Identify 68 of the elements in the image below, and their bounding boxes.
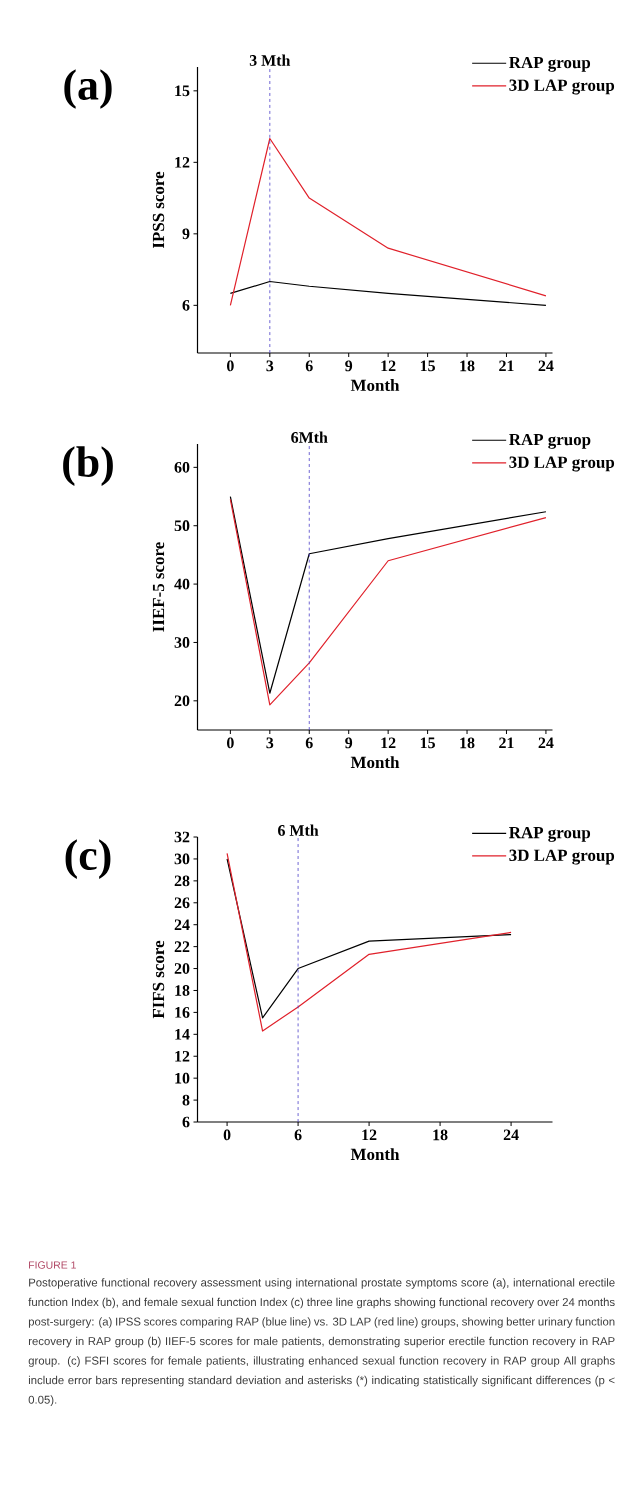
x-tick-label: 24 <box>538 360 554 372</box>
y-tick-label: 18 <box>175 985 190 996</box>
ref-line-label: 6 Mth <box>278 824 319 836</box>
x-tick-label: 12 <box>362 1129 377 1141</box>
y-tick-label: 6 <box>182 299 190 311</box>
text: Postoperative functional recovery assessment using international prostate symptoms score (a), international erectile function Index (b), and female sexual function Index (c) three line graphs showing functional recovery over 24 months post-surgery: (a) IPSS scores comparing RAP (blue line) vs. 3D LAP (red line) groups, showing better urinary function recovery in RAP group (b) IIEF-5 scores for male patients, demonstrating superior erectile function recovery in RAP group. (c) FSFI scores for female patients, illustrating enhanced sexual function recovery in RAP group All graphs include error bars representing standard deviation and asterisks (*) indicating statistically significant differences (p < 0.05). <box>28 1278 615 1406</box>
legend-label: 3D LAP group <box>509 456 615 472</box>
ref-line-label: 3 Mth <box>249 54 291 66</box>
x-tick-label: 6 <box>305 360 313 372</box>
y-tick-label: 8 <box>182 1094 190 1106</box>
x-tick-label: 18 <box>433 1129 448 1141</box>
y-axis-title: FIFS score <box>152 940 165 1019</box>
y-tick-label: 12 <box>175 1050 190 1062</box>
y-tick-label: 16 <box>175 1007 190 1018</box>
x-tick-label: 0 <box>227 360 234 372</box>
y-axis-title: IIEF-5 score <box>152 542 165 632</box>
y-tick-label: 24 <box>174 919 190 930</box>
y-tick-label: 30 <box>174 853 190 865</box>
legend-label: RAP group <box>509 56 591 72</box>
y-tick-label: 40 <box>174 578 190 590</box>
x-tick-label: 6 <box>294 1129 302 1141</box>
x-tick-label: 0 <box>227 737 234 749</box>
x-tick-label: 15 <box>420 737 435 749</box>
y-tick-label: 28 <box>174 875 190 887</box>
y-tick-label: 22 <box>174 941 190 952</box>
text: (a) <box>64 69 112 109</box>
legend-label: RAP gruop <box>509 433 591 449</box>
x-axis-title: Month <box>350 756 400 769</box>
text: (b) <box>63 446 113 486</box>
x-tick-label: 24 <box>503 1129 519 1141</box>
y-tick-label: 10 <box>175 1072 190 1084</box>
caption: FIGURE 1 <box>29 1261 76 1269</box>
x-axis-title: Month <box>350 379 400 392</box>
y-tick-label: 60 <box>174 461 190 473</box>
x-tick-label: 12 <box>381 360 396 372</box>
legend-label: 3D LAP group <box>509 849 615 865</box>
x-tick-label: 6 <box>305 737 313 749</box>
ref-line-label: 6Mth <box>291 431 328 443</box>
x-tick-label: 18 <box>460 360 475 372</box>
x-tick-label: 21 <box>499 360 514 372</box>
y-axis-title: IPSS score <box>152 171 165 249</box>
y-tick-label: 14 <box>175 1029 190 1040</box>
line-series <box>229 280 547 306</box>
y-tick-label: 15 <box>175 85 190 97</box>
x-tick-label: 18 <box>460 737 475 749</box>
y-tick-label: 20 <box>174 963 190 974</box>
legend-label: 3D LAP group <box>509 79 615 95</box>
y-tick-label: 20 <box>174 695 190 707</box>
y-tick-label: 26 <box>174 897 190 909</box>
x-tick-label: 3 <box>266 360 274 372</box>
x-tick-label: 15 <box>420 360 435 372</box>
y-tick-label: 30 <box>174 637 190 648</box>
x-tick-label: 24 <box>538 737 554 749</box>
y-tick-label: 32 <box>174 831 190 843</box>
x-tick-label: 0 <box>223 1129 231 1141</box>
x-tick-label: 9 <box>345 737 353 749</box>
y-tick-label: 9 <box>182 228 190 240</box>
text: (c) <box>65 839 111 879</box>
x-tick-label: 21 <box>499 737 514 749</box>
x-tick-label: 9 <box>345 360 353 372</box>
y-tick-label: 12 <box>175 157 190 168</box>
x-axis-title: Month <box>350 1148 400 1161</box>
x-tick-label: 12 <box>381 737 396 749</box>
legend-label: RAP group <box>509 826 591 842</box>
y-tick-label: 50 <box>174 520 190 532</box>
x-tick-label: 3 <box>266 737 274 749</box>
line-series <box>229 137 547 306</box>
y-tick-label: 6 <box>182 1116 190 1128</box>
